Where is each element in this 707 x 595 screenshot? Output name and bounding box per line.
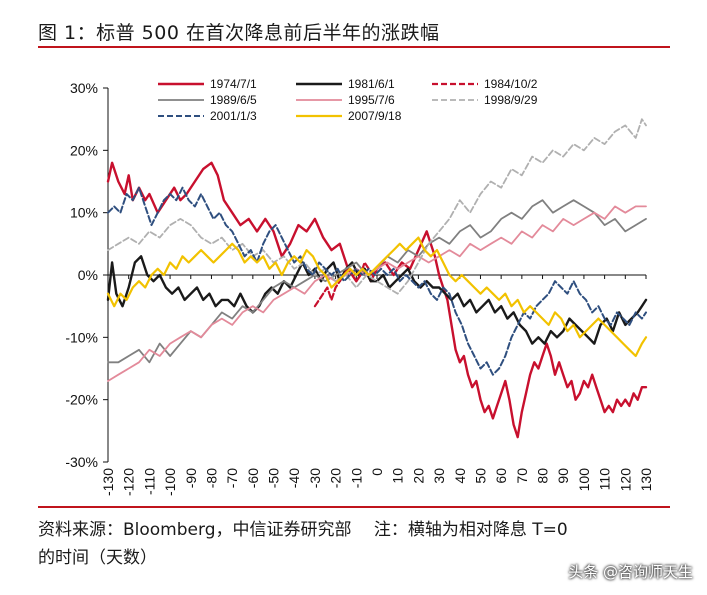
y-tick-label: 10%: [70, 205, 98, 221]
x-tick-label: 10: [390, 468, 406, 484]
x-tick-label: 100: [576, 468, 592, 492]
x-tick-label: 90: [555, 468, 571, 484]
series-line-1998-9-29: [107, 118, 647, 295]
series-line-2001-1-3: [107, 186, 647, 376]
x-tick-label: 120: [617, 468, 633, 492]
x-tick-label: 70: [514, 468, 530, 484]
x-tick-label: -60: [245, 468, 261, 488]
series-line-1995-7-6: [107, 205, 647, 382]
x-tick-label: -100: [162, 468, 178, 496]
legend-label: 1998/9/29: [484, 93, 538, 107]
legend-label: 2007/9/18: [348, 109, 402, 123]
x-tick-label: -120: [121, 468, 137, 496]
y-tick-label: -10%: [65, 329, 98, 345]
series-line-1974-7-1: [106, 161, 648, 439]
x-tick-label: -10: [348, 468, 364, 488]
x-tick-label: -90: [183, 468, 199, 488]
legend-label: 1974/7/1: [210, 77, 257, 91]
x-tick-label: 110: [597, 468, 613, 491]
y-tick-label: -20%: [65, 392, 98, 408]
x-tick-label: -70: [224, 468, 240, 488]
watermark: 头条 @咨询师天生: [568, 563, 693, 581]
x-tick-label: 30: [431, 468, 447, 484]
x-tick-label: 0: [369, 468, 385, 476]
title-rule: [38, 46, 670, 48]
legend-label: 1995/7/6: [348, 93, 395, 107]
x-tick-label: 60: [493, 468, 509, 484]
source-note: 资料来源：Bloomberg，中信证券研究部 注：横轴为相对降息 T=0 的时间…: [38, 516, 568, 572]
legend-label: 2001/1/3: [210, 109, 257, 123]
x-tick-label: 50: [472, 468, 488, 484]
x-tick-label: -40: [286, 468, 302, 488]
x-tick-label: -110: [141, 468, 157, 495]
y-tick-label: 20%: [70, 142, 98, 158]
x-tick-label: -130: [100, 468, 116, 496]
x-tick-label: -80: [203, 468, 219, 488]
source-line-1: 资料来源：Bloomberg，中信证券研究部 注：横轴为相对降息 T=0: [38, 520, 568, 540]
x-tick-label: -50: [266, 468, 282, 488]
x-tick-label: 130: [638, 468, 654, 492]
footer-rule: [38, 506, 670, 508]
figure-title: 图 1：标普 500 在首次降息前后半年的涨跌幅: [38, 22, 440, 44]
line-chart: -30%-20%-10%0%10%20%30%-130 -120 -110 -100-…: [65, 77, 654, 496]
x-tick-label: -30: [307, 468, 323, 488]
y-tick-label: -30%: [65, 454, 98, 470]
legend-label: 1989/6/5: [210, 93, 257, 107]
legend-label: 1984/10/2: [484, 77, 538, 91]
x-tick-label: 80: [535, 468, 551, 484]
x-tick-label: -20: [328, 468, 344, 488]
series-line-2007-9-18: [106, 236, 648, 358]
x-tick-label: 40: [452, 468, 468, 484]
y-tick-label: 0%: [78, 267, 98, 283]
y-tick-label: 30%: [70, 80, 98, 96]
x-tick-label: 20: [410, 468, 426, 484]
legend-label: 1981/6/1: [348, 77, 395, 91]
source-line-2: 的时间（天数）: [38, 548, 157, 568]
